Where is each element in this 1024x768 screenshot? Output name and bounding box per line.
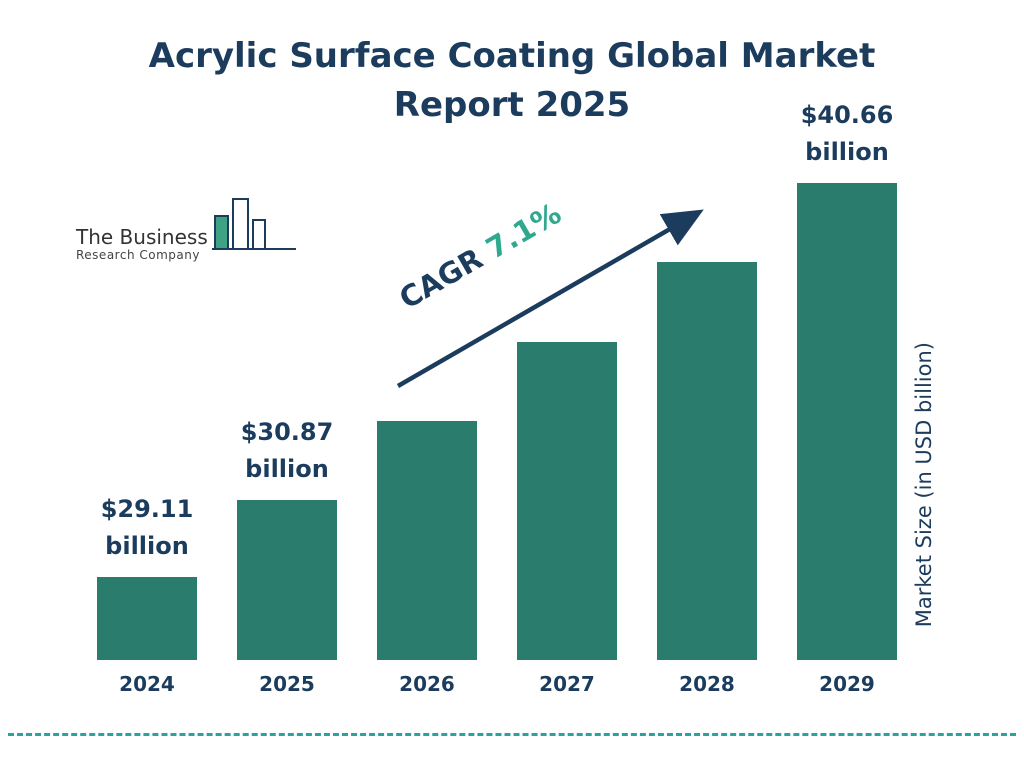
bar: [797, 183, 897, 660]
company-logo-name: The Business: [76, 225, 208, 249]
company-logo-text: The Business Research Company: [76, 226, 208, 262]
company-logo-subname: Research Company: [76, 248, 200, 262]
bar-group: $40.66 billion 2029: [797, 96, 897, 700]
chart-title-line1: Acrylic Surface Coating Global Market: [148, 36, 876, 76]
x-axis-tick-label: 2028: [679, 672, 735, 696]
bar-group: $29.11 billion 2024: [97, 96, 197, 700]
bars-container: $29.11 billion 2024 $30.87 billion 2025 2026…: [97, 96, 897, 700]
x-axis-tick-label: 2024: [119, 672, 175, 696]
bottom-dashed-divider: [8, 733, 1016, 736]
x-axis-tick-label: 2029: [819, 672, 875, 696]
bar-value-label: $29.11 billion: [100, 494, 194, 560]
bar-value-label: $30.87 billion: [240, 417, 334, 483]
bar-group: 2027: [517, 96, 617, 700]
bar-group: $30.87 billion 2025: [237, 96, 337, 700]
bar: [377, 421, 477, 660]
bar-value-label: $40.66 billion: [800, 100, 894, 166]
company-logo: The Business Research Company: [76, 196, 298, 262]
bar-group: 2026: [377, 96, 477, 700]
bar-chart-logo-icon: [211, 196, 298, 262]
bar: [657, 262, 757, 660]
chart-title-line2: Report 2025: [393, 85, 631, 126]
x-axis-tick-label: 2027: [539, 672, 595, 696]
bar: [237, 500, 337, 660]
x-axis-tick-label: 2026: [399, 672, 455, 696]
bar: [97, 577, 197, 660]
bar: [517, 342, 617, 660]
bar-group: 2028: [657, 96, 757, 700]
y-axis-label: Market Size (in USD billion): [912, 342, 936, 628]
chart-title: Acrylic Surface Coating Global Market Re…: [0, 32, 1024, 131]
x-axis-tick-label: 2025: [259, 672, 315, 696]
